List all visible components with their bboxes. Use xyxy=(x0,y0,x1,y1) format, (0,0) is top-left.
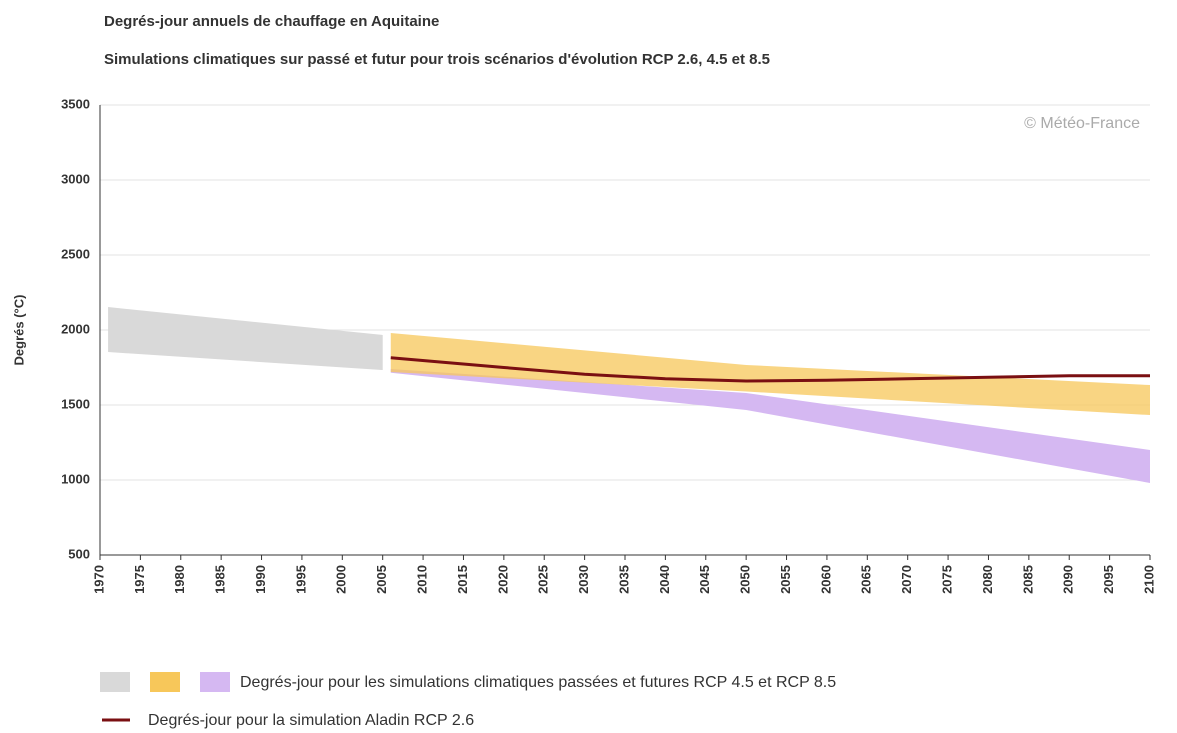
x-tick-label: 2020 xyxy=(495,565,510,594)
legend-label: Degrés-jour pour la simulation Aladin RC… xyxy=(148,712,474,729)
x-tick-label: 2010 xyxy=(415,565,430,594)
x-tick-label: 1990 xyxy=(253,565,268,594)
x-tick-label: 2070 xyxy=(899,565,914,594)
legend-label: Degrés-jour pour les simulations climati… xyxy=(240,674,836,691)
y-axis-label: Degrés (°C) xyxy=(11,295,26,366)
x-tick-label: 2075 xyxy=(940,565,955,594)
y-tick-label: 3000 xyxy=(61,171,90,186)
x-tick-label: 2095 xyxy=(1101,565,1116,594)
legend-swatch xyxy=(100,672,130,692)
x-tick-label: 2085 xyxy=(1020,565,1035,594)
x-tick-label: 2090 xyxy=(1061,565,1076,594)
x-tick-label: 1980 xyxy=(172,565,187,594)
legend-swatch xyxy=(200,672,230,692)
x-tick-label: 2050 xyxy=(738,565,753,594)
y-tick-label: 500 xyxy=(68,546,90,561)
x-tick-label: 2100 xyxy=(1141,565,1156,594)
chart-title: Degrés-jour annuels de chauffage en Aqui… xyxy=(104,13,439,30)
x-tick-label: 2040 xyxy=(657,565,672,594)
band xyxy=(390,369,1150,483)
x-tick-label: 2000 xyxy=(334,565,349,594)
x-tick-label: 2080 xyxy=(980,565,995,594)
x-tick-label: 2005 xyxy=(374,565,389,594)
legend-swatch xyxy=(150,672,180,692)
x-tick-label: 1985 xyxy=(213,565,228,594)
band xyxy=(108,307,383,371)
band xyxy=(390,333,1150,416)
x-tick-label: 1995 xyxy=(293,565,308,594)
y-tick-label: 2000 xyxy=(61,321,90,336)
x-tick-label: 2035 xyxy=(616,565,631,594)
x-tick-label: 2065 xyxy=(859,565,874,594)
annotation: © Météo-France xyxy=(1024,115,1140,132)
y-tick-label: 2500 xyxy=(61,246,90,261)
x-tick-label: 2015 xyxy=(455,565,470,594)
x-tick-label: 1975 xyxy=(132,565,147,594)
x-tick-label: 2045 xyxy=(697,565,712,594)
x-tick-label: 1970 xyxy=(91,565,106,594)
x-tick-label: 2030 xyxy=(576,565,591,594)
y-tick-label: 1000 xyxy=(61,471,90,486)
x-tick-label: 2060 xyxy=(818,565,833,594)
chart-subtitle: Simulations climatiques sur passé et fut… xyxy=(104,51,770,68)
y-tick-label: 3500 xyxy=(61,96,90,111)
x-tick-label: 2025 xyxy=(536,565,551,594)
line xyxy=(390,356,1150,383)
y-tick-label: 1500 xyxy=(61,396,90,411)
x-tick-label: 2055 xyxy=(778,565,793,594)
